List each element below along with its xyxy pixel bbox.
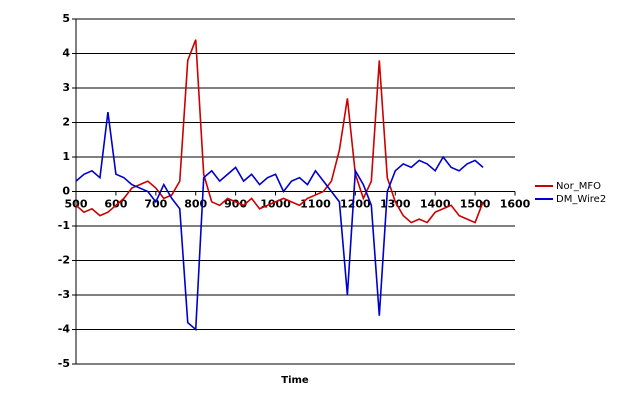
x-axis-title: Time <box>281 375 309 386</box>
y-tick-label: -4 <box>58 323 71 336</box>
x-tick-label: 1200 <box>340 198 371 211</box>
y-tick-label: 2 <box>62 116 70 129</box>
y-tick-label: 1 <box>62 150 70 163</box>
x-tick-label: 900 <box>224 198 247 211</box>
x-tick-label: 1000 <box>260 198 291 211</box>
x-tick-label: 600 <box>104 198 127 211</box>
series-line <box>75 112 484 332</box>
y-tick-label: 5 <box>62 12 70 25</box>
y-tick-label: -1 <box>58 219 70 232</box>
legend-label: Nor_MFO <box>556 181 601 192</box>
y-tick-label: -3 <box>58 288 70 301</box>
series-line <box>75 39 484 224</box>
x-tick-label: 1600 <box>500 198 531 211</box>
x-tick-label: 1500 <box>460 198 491 211</box>
x-tick-label: 1300 <box>380 198 411 211</box>
y-tick-label: 4 <box>62 47 70 60</box>
x-tick-label: 800 <box>184 198 207 211</box>
x-tick-label: 1100 <box>300 198 331 211</box>
x-tick-label: 500 <box>65 198 88 211</box>
x-tick-label: 1400 <box>420 198 451 211</box>
legend-label: DM_Wire2 <box>556 194 606 205</box>
y-tick-label: 3 <box>62 81 70 94</box>
x-tick-label: 700 <box>144 198 167 211</box>
y-tick-label: -5 <box>58 357 70 370</box>
y-tick-label: 0 <box>62 185 70 198</box>
y-tick-label: -2 <box>58 254 70 267</box>
